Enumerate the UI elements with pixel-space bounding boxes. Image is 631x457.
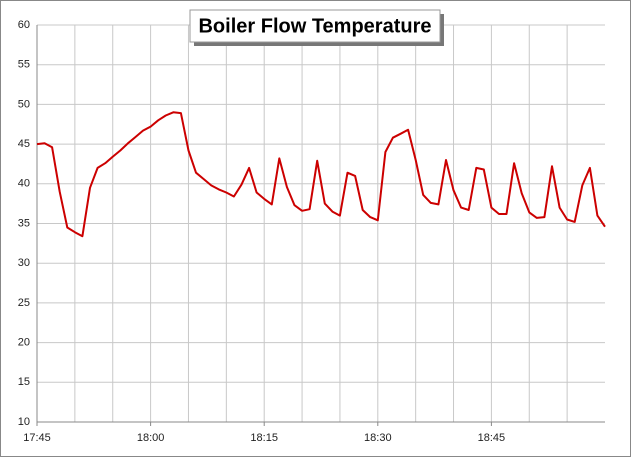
x-tick-label: 18:15 — [250, 432, 278, 444]
x-tick-label: 18:45 — [478, 432, 506, 444]
y-tick-label: 30 — [18, 257, 30, 269]
y-tick-label: 40 — [18, 178, 30, 190]
y-tick-label: 55 — [18, 59, 30, 71]
title-box — [189, 9, 441, 43]
grid — [36, 24, 605, 426]
x-tick-label: 18:30 — [364, 432, 392, 444]
y-tick-label: 45 — [18, 138, 30, 150]
data-line — [36, 111, 606, 238]
x-tick-label: 18:00 — [137, 432, 165, 444]
chart-title: Boiler Flow Temperature — [198, 15, 431, 37]
y-tick-label: 60 — [18, 19, 30, 31]
x-tick-label: 17:45 — [23, 432, 51, 444]
y-tick-label: 25 — [18, 297, 30, 309]
plot — [36, 111, 606, 238]
y-tick-label: 35 — [18, 217, 30, 229]
y-tick-label: 50 — [18, 98, 30, 110]
y-tick-label: 15 — [18, 376, 30, 388]
y-tick-label: 20 — [18, 337, 30, 349]
y-tick-label: 10 — [18, 416, 30, 428]
